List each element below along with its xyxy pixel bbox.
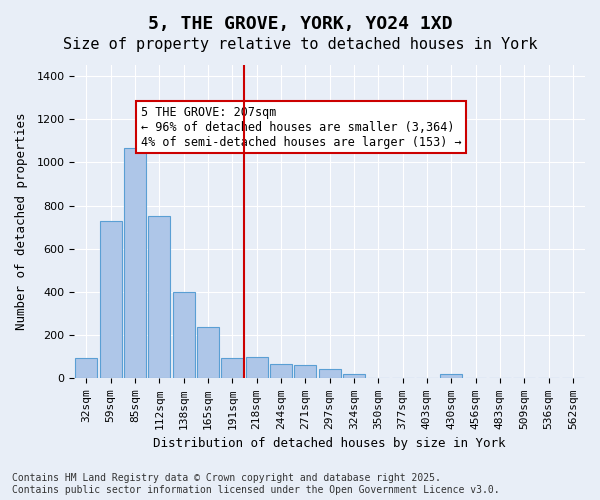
- Bar: [124, 148, 146, 378]
- Bar: [173, 292, 194, 378]
- Text: 5, THE GROVE, YORK, YO24 1XD: 5, THE GROVE, YORK, YO24 1XD: [148, 15, 452, 33]
- X-axis label: Distribution of detached houses by size in York: Distribution of detached houses by size …: [154, 437, 506, 450]
- Bar: [197, 326, 219, 378]
- Y-axis label: Number of detached properties: Number of detached properties: [15, 113, 28, 330]
- Bar: [148, 216, 170, 378]
- Bar: [343, 374, 365, 378]
- Bar: [245, 357, 268, 378]
- Bar: [319, 368, 341, 378]
- Text: Contains HM Land Registry data © Crown copyright and database right 2025.
Contai: Contains HM Land Registry data © Crown c…: [12, 474, 500, 495]
- Bar: [270, 364, 292, 378]
- Bar: [76, 358, 97, 378]
- Text: 5 THE GROVE: 207sqm
← 96% of detached houses are smaller (3,364)
4% of semi-deta: 5 THE GROVE: 207sqm ← 96% of detached ho…: [140, 106, 461, 148]
- Bar: [295, 366, 316, 378]
- Text: Size of property relative to detached houses in York: Size of property relative to detached ho…: [63, 38, 537, 52]
- Bar: [440, 374, 462, 378]
- Bar: [221, 358, 243, 378]
- Bar: [100, 220, 122, 378]
